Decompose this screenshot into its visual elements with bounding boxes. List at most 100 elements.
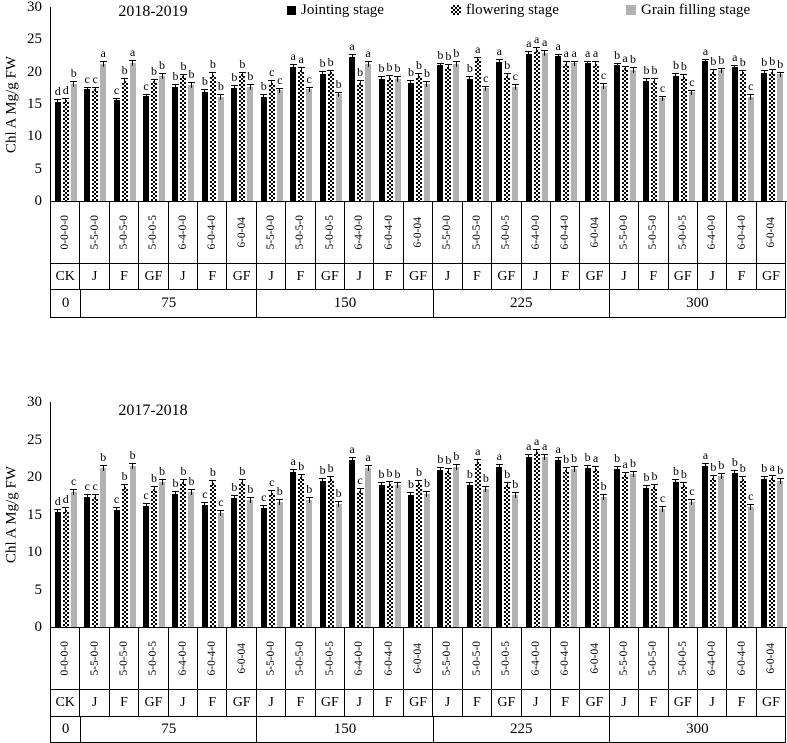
treatment-code-cell: 5-0-0-5 [667, 628, 697, 689]
bar-grain-filling-stage [188, 492, 195, 627]
error-whisker [129, 462, 137, 469]
stage-cell: F [638, 690, 667, 716]
stage-cell: F [549, 264, 579, 289]
error-whisker [217, 94, 225, 100]
bar-jointing-stage [290, 471, 297, 627]
bar-grain-filling-stage [747, 507, 754, 627]
treatment-code-label: 6-4-0-0 [529, 641, 542, 676]
bar-jointing-stage [496, 466, 503, 627]
stage-cell: GF [579, 690, 608, 716]
error-whisker [91, 494, 99, 501]
significance-letter: a [534, 434, 540, 449]
error-whisker [238, 479, 246, 486]
treatment-code-label: 5-0-0-5 [676, 215, 689, 250]
significance-letter: b [672, 464, 679, 479]
error-whisker [600, 494, 608, 501]
bar-jointing-stage [260, 507, 267, 627]
error-whisker [230, 85, 238, 91]
significance-letter: a [534, 32, 540, 47]
bar-jointing-stage [555, 459, 562, 627]
error-whisker [364, 61, 372, 67]
bar-jointing-stage [54, 102, 61, 201]
error-whisker [260, 94, 268, 100]
bar-jointing-stage [349, 459, 356, 627]
error-whisker [739, 476, 747, 483]
significance-letter: a [555, 441, 561, 456]
stage-cell: J [432, 690, 461, 716]
bar-grain-filling-stage [306, 499, 313, 627]
error-whisker [533, 47, 541, 53]
treatment-code-cell: 6-4-0-0 [696, 202, 726, 263]
error-whisker [680, 74, 688, 80]
error-whisker [297, 474, 305, 480]
bar-flowering-stage [680, 485, 687, 627]
significance-letter: b [394, 61, 401, 76]
stage-cell: GF [138, 690, 167, 716]
treatment-code-label: 5-0-5-0 [118, 215, 131, 250]
significance-letter: b [335, 76, 342, 91]
significance-letter: b [247, 481, 254, 496]
error-whisker [268, 489, 276, 496]
error-whisker [452, 464, 460, 471]
bar-jointing-stage [113, 510, 120, 627]
significance-letter: b [415, 57, 422, 72]
error-whisker [54, 509, 62, 516]
error-whisker [394, 482, 402, 489]
error-whisker [584, 465, 592, 471]
significance-letter: b [584, 450, 591, 464]
stage-cell: F [108, 264, 138, 289]
bar-grain-filling-stage [541, 456, 548, 627]
treatment-code-cell: 0-0-0-0 [50, 202, 79, 263]
significance-letter: b [231, 480, 238, 494]
significance-letter: b [335, 486, 342, 500]
treatment-code-label: 5-0-5-0 [470, 215, 483, 250]
x-axis-table-2018-2019: 0-0-0-0 5-5-0-0 5-0-5-0 5-0-0-5 6-4-0-0 6-0-4… [50, 202, 786, 318]
error-whisker [731, 64, 739, 71]
stage-cell: GF [226, 264, 255, 289]
bar-flowering-stage [92, 497, 99, 627]
bar-jointing-stage [672, 75, 679, 201]
significance-letter: b [159, 464, 165, 479]
bar-flowering-stage [445, 471, 452, 627]
stage-row: CK J F GF J F GF J F GF J F GF J F GF J F GF J F GF J F GF [50, 689, 786, 716]
significance-letter: b [710, 459, 717, 474]
bar-grain-filling-stage [306, 89, 313, 201]
stage-cell: J [608, 264, 638, 289]
error-whisker [171, 491, 179, 498]
nitrogen-level-cell: 150 [256, 290, 432, 317]
bar-grain-filling-stage [659, 508, 666, 627]
stage-cell: F [638, 264, 667, 289]
error-whisker [142, 502, 150, 509]
error-whisker [276, 87, 284, 94]
bar-flowering-stage [357, 490, 364, 627]
bar-jointing-stage [407, 495, 414, 627]
error-whisker [356, 80, 364, 86]
treatment-code-cell: 6-4-0-0 [167, 202, 197, 263]
treatment-code-label: 5-0-5-0 [118, 641, 131, 676]
treatment-code-cell: 5-0-5-0 [285, 628, 314, 689]
significance-letter: b [482, 471, 489, 485]
significance-letter: b [188, 67, 195, 82]
legend-item-flowering: flowering stage [451, 1, 559, 19]
significance-letter: b [718, 52, 725, 67]
error-whisker [70, 489, 78, 495]
significance-letter: d [62, 492, 69, 506]
significance-letter: b [180, 58, 187, 73]
treatment-code-label: 5-5-0-0 [88, 641, 101, 676]
error-whisker [289, 468, 297, 475]
bar-grain-filling-stage [276, 501, 283, 627]
error-whisker [629, 67, 637, 73]
treatment-code-label: 5-5-0-0 [617, 641, 630, 676]
error-whisker [688, 89, 696, 96]
treatment-code-label: 5-0-0-5 [147, 641, 160, 676]
stage-cell: GF [755, 264, 785, 289]
significance-letter: b [672, 57, 679, 72]
error-whisker [444, 468, 452, 474]
